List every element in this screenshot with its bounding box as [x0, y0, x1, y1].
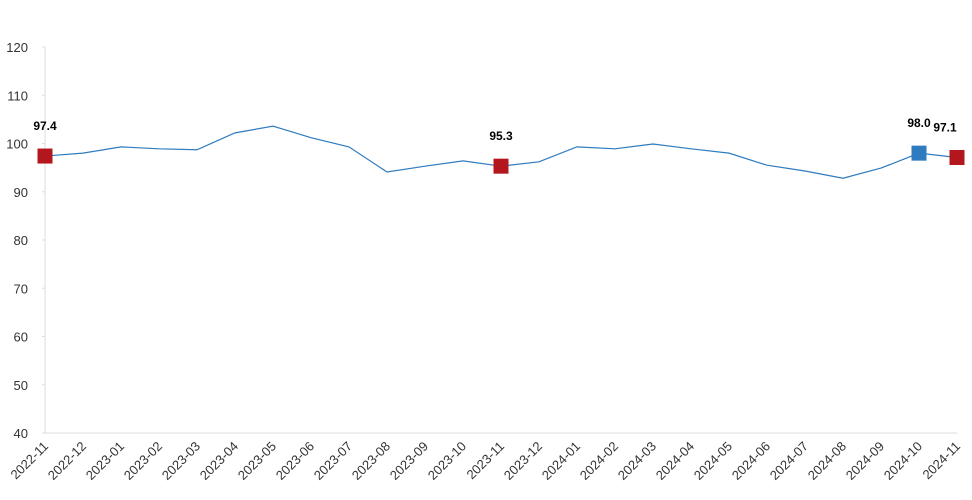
y-tick-label: 100 [6, 137, 28, 152]
value-label: 98.0 [907, 116, 931, 130]
x-tick-label: 2023-04 [197, 439, 241, 483]
y-tick-label: 50 [14, 378, 28, 393]
x-tick-label: 2023-05 [235, 439, 279, 483]
x-tick-label: 2023-12 [501, 439, 545, 483]
x-tick-label: 2024-09 [843, 439, 887, 483]
marker [949, 149, 965, 165]
y-tick-label: 70 [14, 281, 28, 296]
x-tick-label: 2024-08 [805, 439, 849, 483]
x-tick-label: 2023-08 [349, 439, 393, 483]
y-tick-label: 80 [14, 233, 28, 248]
marker [37, 148, 53, 164]
value-label: 97.4 [33, 119, 57, 133]
x-tick-label: 2023-03 [159, 439, 203, 483]
value-label: 95.3 [489, 129, 513, 143]
x-tick-label: 2022-12 [45, 439, 89, 483]
y-tick-label: 110 [7, 88, 28, 103]
y-tick-label: 40 [14, 426, 28, 441]
x-tick-label: 2024-04 [653, 439, 697, 483]
x-tick-label: 2023-02 [121, 439, 165, 483]
y-tick-label: 60 [14, 330, 28, 345]
x-tick-label: 2024-10 [881, 439, 925, 483]
x-tick-label: 2023-11 [463, 439, 507, 483]
x-tick-label: 2024-06 [729, 439, 773, 483]
x-tick-label: 2024-11 [919, 439, 963, 483]
x-tick-label: 2024-03 [615, 439, 659, 483]
x-tick-label: 2022-11 [7, 439, 51, 483]
x-tick-label: 2023-10 [425, 439, 469, 483]
value-label: 97.1 [933, 120, 957, 134]
marker [493, 158, 509, 174]
x-tick-label: 2024-01 [539, 439, 583, 483]
marker [911, 145, 927, 161]
x-tick-label: 2024-02 [577, 439, 621, 483]
x-tick-label: 2023-06 [273, 439, 317, 483]
y-tick-label: 120 [6, 40, 28, 55]
y-tick-label: 90 [14, 185, 28, 200]
x-tick-label: 2023-01 [83, 439, 127, 483]
x-tick-label: 2024-05 [691, 439, 735, 483]
x-tick-label: 2023-09 [387, 439, 431, 483]
x-tick-label: 2024-07 [767, 439, 811, 483]
x-tick-label: 2023-07 [311, 439, 355, 483]
